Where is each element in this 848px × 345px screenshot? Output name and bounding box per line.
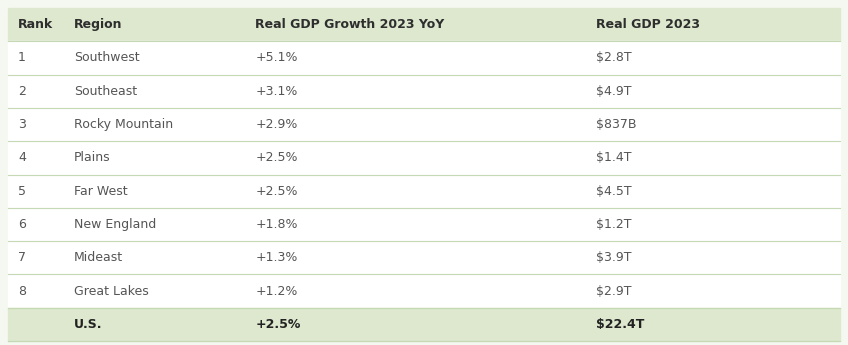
Text: Rank: Rank [18, 18, 53, 31]
Text: 6: 6 [18, 218, 26, 231]
Text: Plains: Plains [74, 151, 110, 164]
Bar [8, 8, 840, 41]
Text: +2.5%: +2.5% [255, 185, 298, 198]
Bar [8, 241, 840, 274]
Text: 1: 1 [18, 51, 26, 65]
Bar [8, 75, 840, 108]
Text: 8: 8 [18, 285, 26, 297]
Text: +2.5%: +2.5% [255, 318, 301, 331]
Text: +1.2%: +1.2% [255, 285, 298, 297]
Text: +5.1%: +5.1% [255, 51, 298, 65]
Text: 4: 4 [18, 151, 26, 164]
Text: +1.3%: +1.3% [255, 251, 298, 264]
Text: Rocky Mountain: Rocky Mountain [74, 118, 173, 131]
Text: $837B: $837B [596, 118, 637, 131]
Text: Great Lakes: Great Lakes [74, 285, 148, 297]
Text: Real GDP 2023: Real GDP 2023 [596, 18, 700, 31]
Bar [8, 208, 840, 241]
Bar [8, 308, 840, 341]
Text: Mideast: Mideast [74, 251, 123, 264]
Text: Real GDP Growth 2023 YoY: Real GDP Growth 2023 YoY [255, 18, 444, 31]
Bar [8, 274, 840, 308]
Bar [8, 108, 840, 141]
Text: 5: 5 [18, 185, 26, 198]
Text: $4.9T: $4.9T [596, 85, 632, 98]
Text: 7: 7 [18, 251, 26, 264]
Text: Southeast: Southeast [74, 85, 137, 98]
Text: $3.9T: $3.9T [596, 251, 632, 264]
Text: $2.8T: $2.8T [596, 51, 632, 65]
Text: Region: Region [74, 18, 122, 31]
Text: $22.4T: $22.4T [596, 318, 644, 331]
Text: 2: 2 [18, 85, 26, 98]
Text: +3.1%: +3.1% [255, 85, 298, 98]
Text: $4.5T: $4.5T [596, 185, 632, 198]
Bar [8, 175, 840, 208]
Text: $1.2T: $1.2T [596, 218, 632, 231]
Text: +2.9%: +2.9% [255, 118, 298, 131]
Text: U.S.: U.S. [74, 318, 103, 331]
Text: +1.8%: +1.8% [255, 218, 298, 231]
Text: +2.5%: +2.5% [255, 151, 298, 164]
Text: New England: New England [74, 218, 156, 231]
Text: Far West: Far West [74, 185, 127, 198]
Text: 3: 3 [18, 118, 26, 131]
Text: $2.9T: $2.9T [596, 285, 632, 297]
Bar [8, 141, 840, 175]
Text: Southwest: Southwest [74, 51, 140, 65]
Text: $1.4T: $1.4T [596, 151, 632, 164]
Bar [8, 41, 840, 75]
